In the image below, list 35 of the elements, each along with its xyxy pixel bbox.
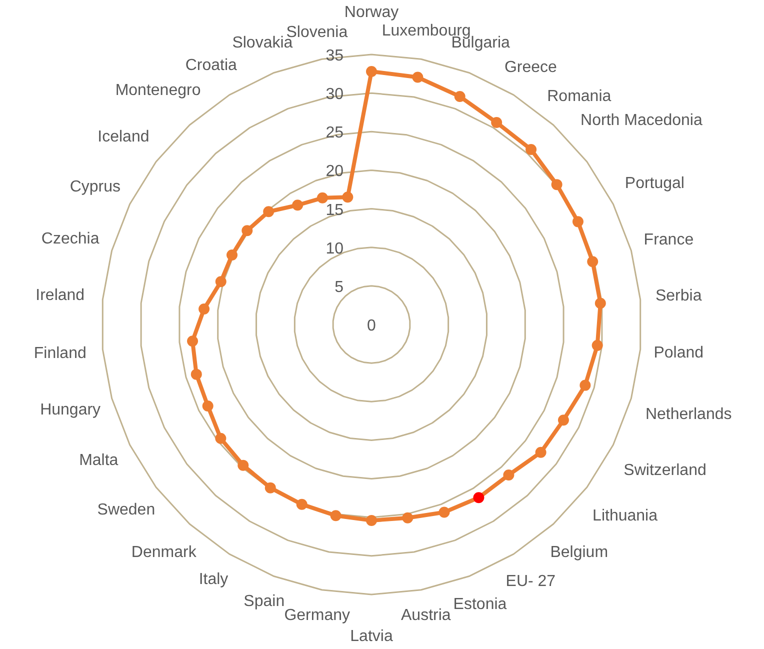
spoke-label: Spain <box>244 593 285 610</box>
spoke-label: France <box>644 231 694 248</box>
spoke-label: Lithuania <box>592 507 658 524</box>
spoke-label: Malta <box>79 452 118 469</box>
spoke-label: Switzerland <box>624 462 706 480</box>
y-tick-label: 0 <box>367 318 376 334</box>
spoke-label: Portugal <box>624 174 684 192</box>
spoke-label: Sweden <box>97 501 156 518</box>
spoke-label: Czechia <box>41 230 100 248</box>
spoke-label: Slovakia <box>232 34 293 52</box>
spoke-label: Croatia <box>185 56 238 74</box>
spoke-label: Estonia <box>453 596 507 614</box>
spoke-label: Serbia <box>655 288 702 305</box>
y-tick-label: 15 <box>326 202 344 219</box>
spoke-label: Italy <box>198 571 228 588</box>
spoke-label: Cyprus <box>70 178 121 196</box>
spoke-label: Denmark <box>131 544 198 561</box>
spoke-label: Hungary <box>40 402 101 419</box>
spoke-label: Finland <box>34 344 86 362</box>
spoke-label: Netherlands <box>645 406 732 424</box>
spoke-label: Norway <box>344 4 399 21</box>
spoke-label: Latvia <box>350 628 393 645</box>
spoke-label: Romania <box>547 88 612 106</box>
y-tick-label: 10 <box>326 240 344 258</box>
spoke-label: North Macedonia <box>580 112 702 130</box>
spoke-label: Montenegro <box>115 82 201 99</box>
spoke-label: Poland <box>654 344 704 362</box>
spoke-label: Ireland <box>36 287 85 304</box>
spoke-label: EU- 27 <box>506 573 556 590</box>
spoke-label: Germany <box>284 607 350 624</box>
spoke-label: Belgium <box>550 544 608 561</box>
spoke-label: Iceland <box>98 128 150 146</box>
spoke-label: Austria <box>401 607 451 624</box>
spoke-label: Greece <box>504 58 558 76</box>
y-tick-label: 5 <box>334 278 344 296</box>
